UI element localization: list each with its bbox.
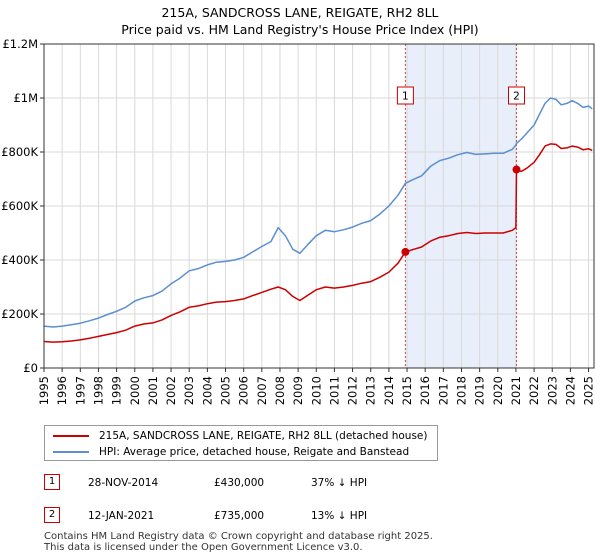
footer-line-2: This data is licensed under the Open Gov… [44, 542, 363, 553]
x-tick-label: 2016 [418, 376, 432, 405]
sale-marker-box [507, 86, 525, 105]
price-paid-line [43, 143, 593, 343]
x-tick-label: 1998 [91, 376, 105, 405]
sale-index-badge: 2 [44, 507, 60, 523]
x-tick-label: 1999 [110, 376, 124, 405]
x-tick-label: 2021 [509, 376, 523, 405]
x-tick-label: 2013 [364, 376, 378, 405]
legend-swatch-price [53, 435, 89, 437]
x-tick-label: 2008 [273, 376, 287, 405]
hpi-line [43, 97, 593, 328]
y-tick-label: £1M [13, 91, 38, 105]
sale-date: 28-NOV-2014 [88, 477, 159, 489]
x-tick-label: 2017 [436, 376, 450, 405]
x-tick-label: 2025 [582, 376, 596, 405]
x-tick-label: 2001 [146, 376, 160, 405]
y-tick-label: £800K [1, 145, 38, 159]
y-tick-label: £0 [23, 361, 38, 375]
x-tick-label: 2003 [182, 376, 196, 405]
sale-marker-label: 2 [513, 91, 520, 103]
series-lines [43, 97, 593, 343]
y-tick-label: £1.2M [2, 37, 38, 51]
sale-price: £735,000 [214, 510, 265, 522]
plot-frame [43, 43, 595, 369]
x-tick-label: 2020 [491, 376, 505, 405]
x-tick-label: 2018 [454, 376, 468, 405]
chart-title-line: 215A, SANDCROSS LANE, REIGATE, RH2 8LL [161, 5, 439, 20]
x-tick-label: 1995 [37, 376, 51, 405]
x-tick-label: 2023 [545, 376, 559, 405]
x-tick-label: 2002 [164, 376, 178, 405]
sale-hpi-diff: 13% ↓ HPI [311, 510, 368, 522]
legend: 215A, SANDCROSS LANE, REIGATE, RH2 8LL (… [44, 425, 438, 461]
x-tick-label: 2004 [200, 376, 214, 405]
sale-point [401, 247, 410, 256]
x-tick-label: 2009 [291, 376, 305, 405]
sale-price: £430,000 [214, 477, 265, 489]
y-tick-label: £400K [1, 253, 38, 267]
sale-marker-label: 1 [402, 91, 409, 103]
sale-marker-box [396, 86, 414, 105]
x-tick-label: 2006 [237, 376, 251, 405]
price-chart: 1 2 £0 £200K £400K £600K £800K £1M £1.2M 1995 199… [1, 37, 595, 405]
y-tick-label: £200K [1, 307, 38, 321]
chart-title: 215A, SANDCROSS LANE, REIGATE, RH2 8LL P… [0, 4, 600, 38]
x-tick-label: 2024 [563, 376, 577, 405]
x-tick-label: 2010 [309, 376, 323, 405]
chart-subtitle-line: Price paid vs. HM Land Registry's House … [121, 22, 479, 37]
sale-index-badge: 1 [44, 474, 60, 490]
x-tick-label: 2022 [527, 376, 541, 405]
x-tick-label: 1997 [73, 376, 87, 405]
y-tick-label: £600K [1, 199, 38, 213]
sale-hpi-diff: 37% ↓ HPI [311, 477, 368, 489]
x-tick-label: 2000 [128, 376, 142, 405]
legend-label-hpi: HPI: Average price, detached house, Reig… [99, 446, 410, 458]
axes: £0 £200K £400K £600K £800K £1M £1.2M 1995 1996 19… [1, 37, 595, 405]
footer-line-1: Contains HM Land Registry data © Crown c… [44, 531, 433, 542]
x-tick-label: 2015 [400, 376, 414, 405]
x-tick-label: 2007 [255, 376, 269, 405]
x-tick-label: 2014 [382, 376, 396, 405]
x-tick-label: 2005 [219, 376, 233, 405]
x-tick-label: 2011 [327, 376, 341, 405]
x-tick-label: 2012 [346, 376, 360, 405]
x-tick-label: 2019 [473, 376, 487, 405]
legend-swatch-hpi [53, 451, 89, 453]
sale-date: 12-JAN-2021 [88, 510, 155, 522]
legend-label-price: 215A, SANDCROSS LANE, REIGATE, RH2 8LL (… [99, 430, 428, 442]
x-tick-label: 1996 [55, 376, 69, 405]
footer-attribution: Contains HM Land Registry data © Crown c… [44, 531, 433, 553]
sale-point [512, 165, 521, 174]
